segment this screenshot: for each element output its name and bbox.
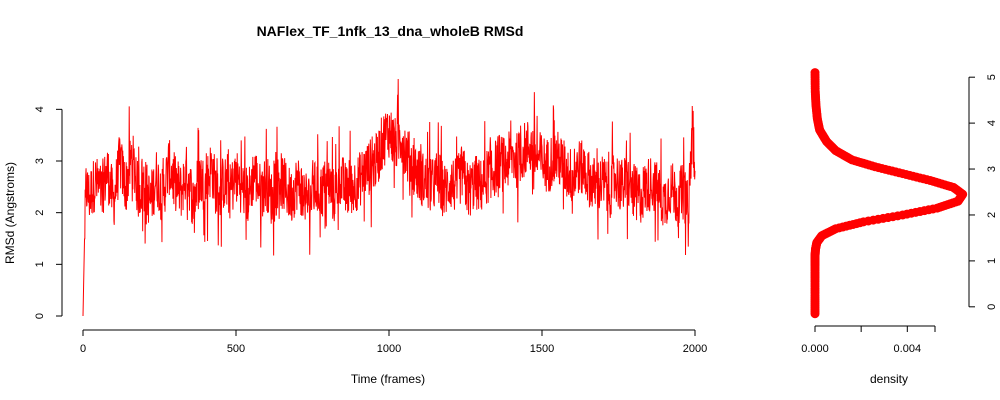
density-y-tick-label: 5: [986, 74, 998, 80]
density-y-tick-label: 4: [986, 120, 998, 126]
rmsd-series-line: [82, 78, 696, 317]
x-tick-label: 2000: [683, 343, 707, 355]
density-x-tick-label: 0.004: [894, 343, 922, 355]
density-axes: 0.000 0.004 0 1 2 3 4 5: [801, 74, 998, 355]
main-plot-area: [82, 78, 696, 317]
main-axes: 0 500 1000 1500 2000 0 1 2 3 4: [34, 106, 707, 355]
density-y-tick-label: 2: [986, 212, 998, 218]
chart-title: NAFlex_TF_1nfk_13_dna_wholeB RMSd: [257, 23, 524, 39]
density-y-tick-label: 0: [986, 304, 998, 310]
density-plot-area: [810, 68, 968, 319]
x-axis-label: Time (frames): [351, 372, 425, 386]
y-axis-label: RMSd (Angstroms): [3, 162, 17, 264]
density-y-tick-label: 1: [986, 258, 998, 264]
x-tick-label: 1500: [530, 343, 554, 355]
y-tick-label: 4: [34, 106, 46, 112]
density-point: [810, 68, 820, 78]
x-tick-label: 500: [227, 343, 245, 355]
y-tick-label: 0: [34, 313, 46, 319]
density-x-axis-label: density: [870, 372, 908, 386]
x-tick-label: 1000: [377, 343, 401, 355]
x-tick-label: 0: [80, 343, 86, 355]
y-tick-label: 2: [34, 210, 46, 216]
y-tick-label: 3: [34, 158, 46, 164]
density-y-tick-label: 3: [986, 166, 998, 172]
y-tick-label: 1: [34, 261, 46, 267]
density-x-tick-label: 0.000: [801, 343, 829, 355]
